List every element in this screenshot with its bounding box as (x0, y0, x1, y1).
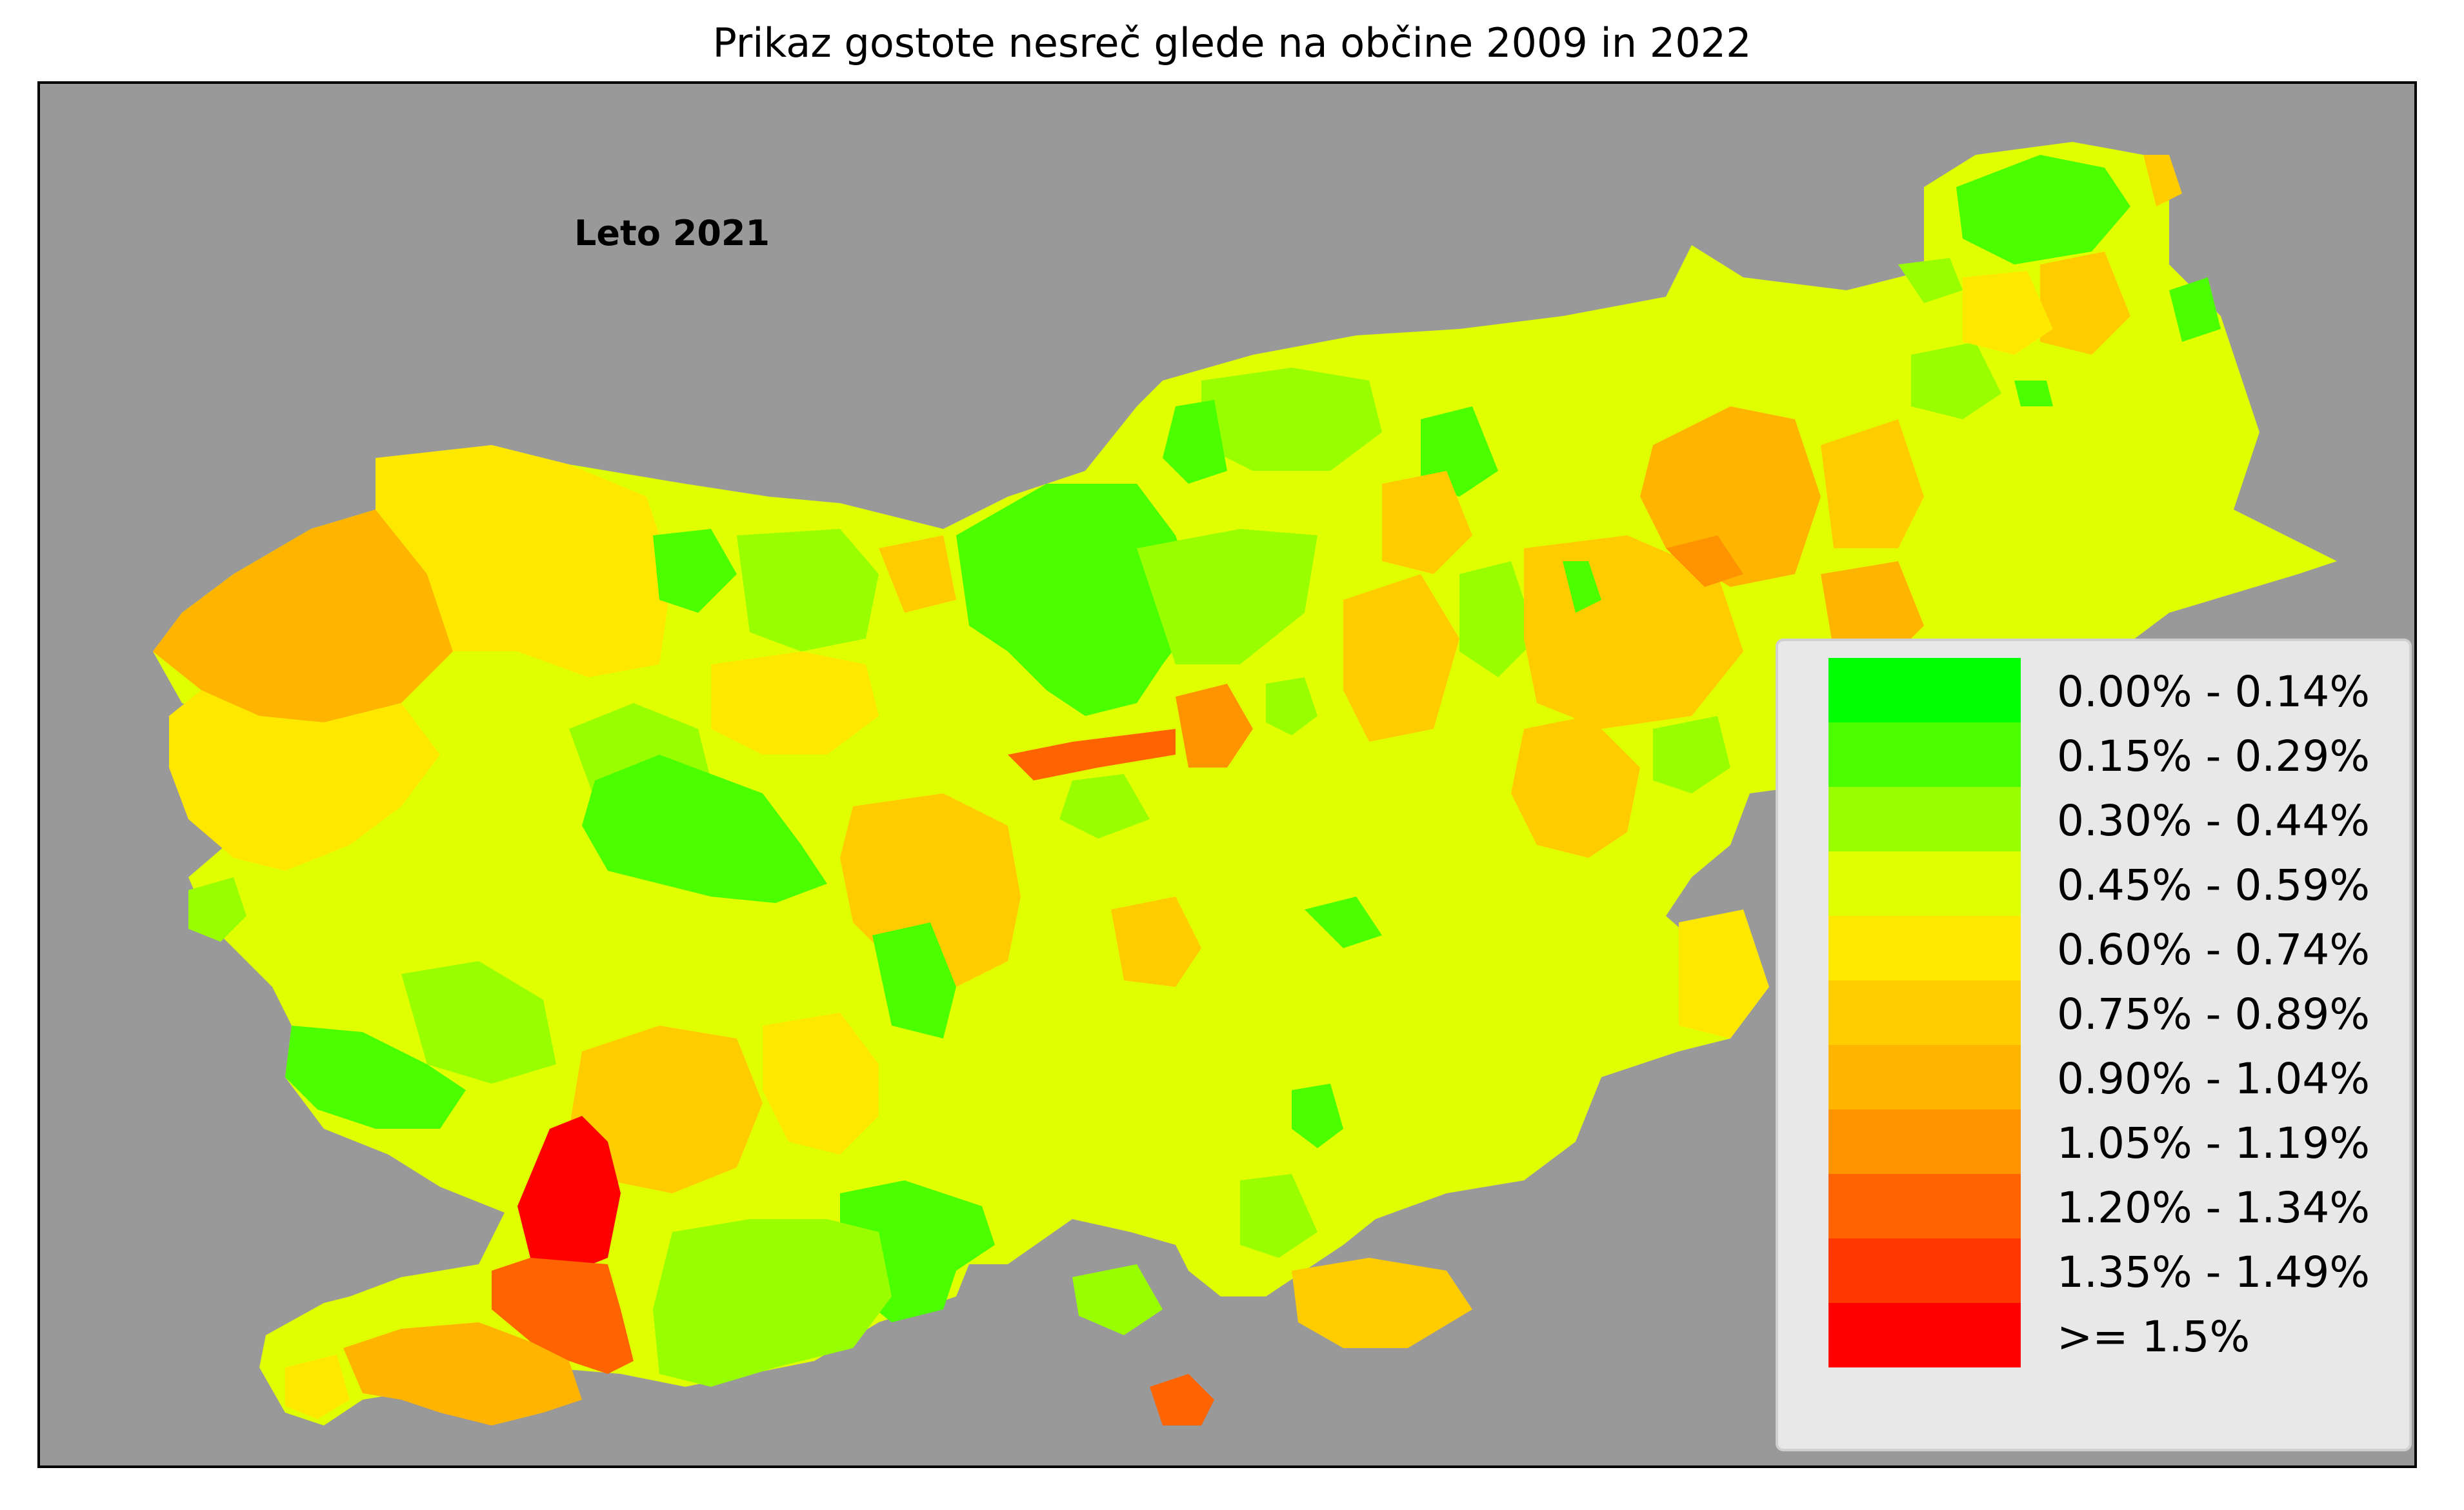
region-trbovlje (1266, 677, 1317, 735)
legend-item: 1.35% - 1.49% (1778, 1238, 2409, 1303)
legend-swatch (1828, 1303, 2021, 1367)
region-lendava (1963, 271, 2053, 355)
region-crnomelj-green (1240, 1174, 1317, 1258)
region-mezica-green (1163, 400, 1227, 484)
region-moravske-green (1898, 258, 1963, 303)
region-brezice (1679, 909, 1769, 1038)
region-idrija-green (582, 755, 827, 903)
legend-label: 1.20% - 1.34% (2057, 1183, 2370, 1233)
region-domzale (1176, 684, 1253, 768)
region-zrece-green (1563, 561, 1601, 613)
region-tolmin (169, 690, 440, 871)
region-radenci-green (2014, 381, 2053, 406)
region-ljubljana-orange (1008, 729, 1176, 780)
map-title: Prikaz gostote nesreč glede na občine 20… (712, 19, 1752, 66)
region-postojna (569, 1026, 763, 1193)
region-celje (1343, 574, 1459, 742)
region-ptuj (1821, 419, 1924, 548)
region-novo-mesto-green (1292, 1084, 1343, 1148)
region-koper-orange (492, 1258, 634, 1374)
region-gornja-radgona (2040, 252, 2130, 355)
region-kranj-green (956, 484, 1201, 716)
legend-swatch (1828, 851, 2021, 916)
legend-item: 0.75% - 0.89% (1778, 980, 2409, 1045)
legend-swatch (1828, 658, 2021, 722)
legend-swatch (1828, 1238, 2021, 1303)
region-adlesici-orange (1150, 1374, 1214, 1426)
region-triglav (376, 445, 672, 677)
region-celje-green (1459, 561, 1537, 677)
legend-item: 0.60% - 0.74% (1778, 916, 2409, 980)
legend-swatch (1828, 916, 2021, 980)
region-pivka (763, 1013, 879, 1155)
region-skofja-loka (711, 651, 879, 755)
region-grosuplje (1111, 897, 1201, 987)
legend-label: 0.00% - 0.14% (2057, 667, 2370, 717)
legend-label: 0.75% - 0.89% (2057, 989, 2370, 1039)
legend-label: 0.30% - 0.44% (2057, 796, 2370, 846)
region-zalec (1382, 471, 1472, 574)
legend-label: >= 1.5% (2057, 1312, 2250, 1362)
region-northwest (153, 510, 453, 722)
region-logatec-green (872, 922, 956, 1038)
region-sentjur (1511, 716, 1640, 858)
legend-label: 0.45% - 0.59% (2057, 860, 2370, 910)
municipality-regions (153, 155, 2221, 1426)
region-koper-red (517, 1116, 621, 1271)
region-ajdovscina (279, 845, 492, 1000)
region-cerknica-green (653, 1219, 892, 1387)
region-maribor (1640, 406, 1821, 587)
region-murska-sobota-green (1956, 155, 2130, 264)
year-label: Leto 2021 (574, 213, 770, 253)
region-ljutomer-green (1911, 342, 2001, 419)
legend-swatch (1828, 787, 2021, 851)
legend-swatch (1828, 1174, 2021, 1238)
region-bled-green (653, 529, 737, 613)
legend-swatch (1828, 1109, 2021, 1174)
legend-label: 0.15% - 0.29% (2057, 731, 2370, 781)
legend-item: >= 1.5% (1778, 1303, 2409, 1367)
municipality-map (153, 142, 2337, 1426)
region-piran (343, 1322, 582, 1426)
region-izola (285, 1355, 350, 1419)
region-kostanjevica (1292, 1258, 1472, 1348)
region-laskko-green (1305, 897, 1382, 948)
region-bohinj (401, 651, 621, 780)
region-kamnik (1137, 529, 1317, 664)
legend-item: 1.20% - 1.34% (1778, 1174, 2409, 1238)
legend-label: 0.60% - 0.74% (2057, 925, 2370, 975)
region-nova-gorica-green (188, 877, 246, 942)
legend: 0.00% - 0.14% 0.15% - 0.29% 0.30% - 0.44% 0… (1776, 639, 2412, 1451)
region-maribor-orange (1666, 535, 1743, 587)
legend-item: 0.30% - 0.44% (1778, 787, 2409, 851)
region-sezana-green (285, 1026, 466, 1129)
region-kras-green (401, 961, 556, 1084)
legend-swatch (1828, 980, 2021, 1045)
legend-item: 0.15% - 0.29% (1778, 722, 2409, 787)
legend-label: 1.35% - 1.49% (2057, 1247, 2370, 1297)
legend-item: 0.90% - 1.04% (1778, 1045, 2409, 1109)
region-kuzma-orange (2143, 155, 2182, 206)
legend-label: 1.05% - 1.19% (2057, 1118, 2370, 1168)
region-podcetrtek-green (1653, 716, 1730, 793)
region-jesenice (879, 535, 956, 613)
legend-label: 0.90% - 1.04% (2057, 1054, 2370, 1104)
region-sl-gradec-green (1201, 368, 1382, 471)
legend-item: 0.45% - 0.59% (1778, 851, 2409, 916)
region-ljubljana-green (1059, 774, 1150, 839)
legend-item: 1.05% - 1.19% (1778, 1109, 2409, 1174)
legend-swatch (1828, 1045, 2021, 1109)
region-radovljica (737, 529, 879, 651)
legend-item: 0.00% - 0.14% (1778, 658, 2409, 722)
legend-swatch (1828, 722, 2021, 787)
region-hodos-green (2169, 277, 2221, 342)
region-kocevje-green (1072, 1264, 1163, 1335)
